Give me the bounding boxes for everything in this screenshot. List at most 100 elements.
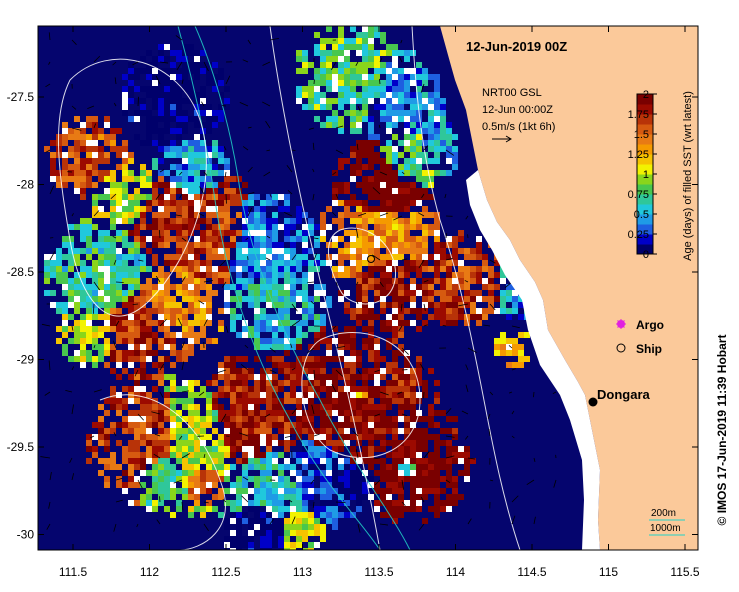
sst-cell [338, 404, 344, 410]
sst-cell [116, 266, 122, 272]
sst-cell [146, 320, 152, 326]
sst-cell [218, 254, 224, 260]
sst-cell [200, 68, 206, 74]
current-vector [418, 259, 425, 269]
sst-cell [92, 260, 98, 266]
sst-cell [410, 266, 416, 272]
sst-cell [200, 134, 206, 140]
sst-cell [68, 254, 74, 260]
sst-gap-cell [332, 200, 338, 206]
sst-cell [404, 260, 410, 266]
sst-cell [410, 242, 416, 248]
sst-cell [350, 464, 356, 470]
sst-gap-cell [272, 440, 278, 446]
bathymetry-contour [301, 332, 421, 459]
sst-cell [464, 464, 470, 470]
sst-cell [218, 374, 224, 380]
sst-cell [320, 446, 326, 452]
sst-cell [248, 422, 254, 428]
sst-cell [314, 488, 320, 494]
sst-cell [170, 86, 176, 92]
sst-cell [452, 242, 458, 248]
sst-cell [368, 80, 374, 86]
sst-cell [152, 242, 158, 248]
sst-cell [428, 194, 434, 200]
sst-cell [206, 488, 212, 494]
sst-gap-cell [50, 302, 56, 308]
sst-cell [380, 158, 386, 164]
sst-cell [428, 212, 434, 218]
sst-cell [176, 188, 182, 194]
sst-cell [176, 248, 182, 254]
sst-cell [506, 296, 512, 302]
sst-cell [416, 368, 422, 374]
sst-cell [128, 452, 134, 458]
current-vector [374, 479, 381, 486]
sst-cell [344, 512, 350, 518]
sst-cell [404, 218, 410, 224]
sst-cell [116, 350, 122, 356]
current-vector [352, 430, 359, 437]
map-area[interactable] [38, 26, 698, 554]
sst-cell [140, 326, 146, 332]
sst-gap-cell [416, 392, 422, 398]
sst-cell [200, 176, 206, 182]
sst-cell [188, 476, 194, 482]
sst-cell [98, 272, 104, 278]
sst-cell [140, 110, 146, 116]
sst-cell [422, 278, 428, 284]
sst-gap-cell [104, 188, 110, 194]
sst-cell [302, 368, 308, 374]
sst-cell [206, 290, 212, 296]
sst-cell [512, 302, 518, 308]
sst-cell [200, 122, 206, 128]
sst-cell [314, 518, 320, 524]
sst-cell [326, 296, 332, 302]
sst-gap-cell [134, 416, 140, 422]
sst-cell [404, 380, 410, 386]
sst-cell [392, 488, 398, 494]
sst-cell [194, 476, 200, 482]
sst-cell [368, 50, 374, 56]
sst-cell [50, 272, 56, 278]
sst-cell [362, 68, 368, 74]
sst-cell [434, 482, 440, 488]
sst-cell [182, 146, 188, 152]
current-vector [487, 413, 491, 419]
sst-cell [392, 374, 398, 380]
sst-cell [68, 248, 74, 254]
sst-gap-cell [446, 506, 452, 512]
current-vector [269, 369, 277, 374]
sst-gap-cell [326, 380, 332, 386]
sst-gap-cell [146, 458, 152, 464]
sst-gap-cell [410, 68, 416, 74]
current-vector [312, 193, 315, 201]
sst-cell [194, 146, 200, 152]
sst-cell [176, 116, 182, 122]
sst-cell [320, 236, 326, 242]
sst-cell [410, 254, 416, 260]
sst-cell [350, 404, 356, 410]
sst-cell [98, 470, 104, 476]
sst-cell [398, 248, 404, 254]
sst-cell [170, 374, 176, 380]
current-vector [242, 146, 249, 151]
sst-cell [182, 164, 188, 170]
sst-cell [194, 122, 200, 128]
sst-gap-cell [296, 476, 302, 482]
sst-cell [434, 110, 440, 116]
sst-cell [152, 224, 158, 230]
sst-cell [308, 218, 314, 224]
sst-cell [146, 470, 152, 476]
current-vector [511, 515, 516, 525]
sst-cell [326, 410, 332, 416]
sst-cell [500, 296, 506, 302]
sst-cell [470, 266, 476, 272]
sst-cell [266, 548, 272, 550]
sst-cell [332, 116, 338, 122]
sst-cell [266, 344, 272, 350]
sst-cell [416, 284, 422, 290]
sst-cell [326, 68, 332, 74]
sst-gap-cell [338, 458, 344, 464]
sst-cell [158, 338, 164, 344]
